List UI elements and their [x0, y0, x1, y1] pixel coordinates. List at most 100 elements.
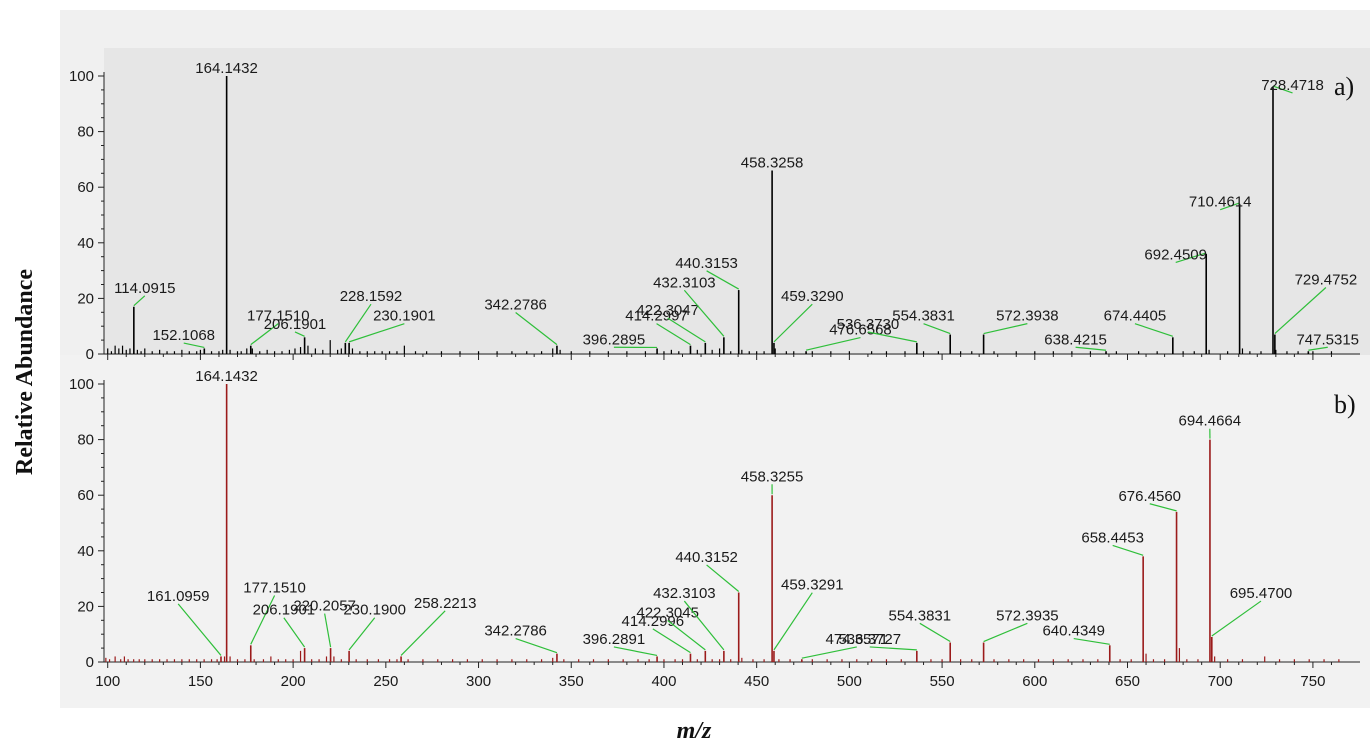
peak-label: 459.3291 — [781, 577, 844, 594]
peak-label: 258.2213 — [414, 595, 477, 612]
y-tick-label: 80 — [77, 432, 94, 449]
x-tick-label: 200 — [281, 673, 306, 690]
x-tick-label: 150 — [188, 673, 213, 690]
peak-leader-line — [1112, 544, 1144, 556]
peak-leader-line — [773, 592, 813, 651]
peak-leader-line — [683, 600, 725, 651]
peak-label: 694.4664 — [1179, 413, 1242, 430]
peak-label: 228.1592 — [340, 288, 403, 305]
peak-leader-line — [667, 317, 706, 343]
peak-label: 459.3290 — [781, 288, 844, 305]
peak-label: 676.4560 — [1118, 488, 1181, 505]
panel-b-background — [60, 355, 1370, 708]
peak-leader-line — [348, 323, 405, 343]
y-tick-label: 0 — [86, 346, 94, 363]
panel-a-tag: a) — [1334, 72, 1354, 101]
peak-label: 230.1900 — [343, 602, 406, 619]
x-tick-label: 500 — [837, 673, 862, 690]
y-tick-label: 100 — [69, 376, 94, 393]
peak-label: 206.1901 — [264, 316, 327, 333]
peak-label: 695.4700 — [1230, 585, 1293, 602]
peak-label: 177.1510 — [243, 580, 306, 597]
peak-label: 638.4215 — [1044, 331, 1107, 348]
panel-b-peaks — [220, 384, 1213, 662]
peak-label: 220.2057 — [293, 598, 356, 615]
x-tick-label: 350 — [559, 673, 584, 690]
y-tick-label: 40 — [77, 235, 94, 252]
x-tick-label: 750 — [1300, 673, 1325, 690]
peak-label: 658.4453 — [1081, 529, 1144, 546]
peak-label: 414.2996 — [622, 613, 685, 630]
peak-leader-line — [667, 620, 706, 651]
x-tick-label: 600 — [1022, 673, 1047, 690]
panel-a-axes: 0 20 40 60 80 100 — [69, 68, 1360, 363]
peak-label: 164.1432 — [195, 368, 258, 385]
x-tick-label: 100 — [95, 673, 120, 690]
panel-b-peak-labels: 161.0959 164.1432 177.1510 206.1901220.2057… — [147, 368, 1293, 659]
peak-label: 440.3152 — [675, 549, 738, 566]
peak-leader-line — [1220, 202, 1240, 211]
x-tick-label: 300 — [466, 673, 491, 690]
peak-label: 674.4405 — [1104, 308, 1167, 325]
x-tick-label: 650 — [1115, 673, 1140, 690]
y-tick-label: 60 — [77, 179, 94, 196]
peak-label: 692.4509 — [1144, 246, 1207, 263]
peak-leader-line — [869, 646, 917, 651]
x-tick-label: 250 — [373, 673, 398, 690]
x-axis-title: m/z — [677, 718, 712, 744]
y-tick-label: 20 — [77, 290, 94, 307]
peak-leader-line — [706, 564, 740, 592]
y-tick-label: 20 — [77, 598, 94, 615]
peak-leader-line — [919, 622, 951, 643]
peak-label: 422.3047 — [636, 302, 699, 319]
peak-label: 164.1432 — [195, 60, 258, 77]
y-axis-title: Relative Abundance — [12, 269, 38, 475]
y-tick-label: 40 — [77, 543, 94, 560]
y-tick-label: 60 — [77, 487, 94, 504]
peak-leader-line — [656, 323, 691, 346]
peak-leader-line — [1272, 85, 1293, 94]
panel-a-peak-labels: 114.0915 152.1068 164.1432 177.1510206.1901… — [114, 60, 1359, 351]
peak-label: 206.1901 — [253, 602, 316, 619]
panel-b-tag: b) — [1334, 390, 1356, 419]
peak-leader-line — [515, 638, 558, 654]
peak-leader-line — [250, 595, 276, 645]
peak-label: 230.1901 — [373, 308, 436, 325]
peak-leader-line — [683, 289, 725, 337]
x-tick-label: 400 — [651, 673, 676, 690]
peak-leader-line — [773, 303, 813, 343]
peak-label: 572.3935 — [996, 607, 1059, 624]
peak-label: 458.3255 — [741, 468, 804, 485]
peak-leader-line — [1274, 287, 1327, 334]
peak-leader-line — [923, 323, 951, 335]
panel-a-peaks — [133, 76, 1310, 354]
peak-leader-line — [177, 603, 222, 656]
peak-label: 422.3045 — [636, 605, 699, 622]
peak-label: 474.3571 — [826, 631, 889, 648]
peak-label: 161.0959 — [147, 588, 210, 605]
panel-a-minor-peaks — [107, 340, 1333, 354]
peak-label: 536.3730 — [837, 316, 900, 333]
peak-leader-line — [983, 622, 1028, 643]
peak-leader-line — [1308, 346, 1328, 351]
panel-b-axes: 0 20 40 60 80 100 100 150 200 250 300 350 400 450 500 5… — [69, 376, 1360, 690]
peak-label: 476.6568 — [829, 322, 892, 339]
peak-label: 432.3103 — [653, 274, 716, 291]
peak-label: 440.3153 — [675, 255, 738, 272]
peak-leader-line — [1075, 346, 1107, 351]
peak-leader-line — [250, 323, 279, 346]
peak-leader-line — [1175, 252, 1207, 264]
peak-label: 342.2786 — [484, 623, 547, 640]
peak-label: 342.2786 — [484, 297, 547, 314]
peak-leader-line — [1134, 323, 1174, 337]
peak-label: 747.5315 — [1296, 331, 1359, 348]
x-tick-label: 550 — [930, 673, 955, 690]
peak-label: 554.3831 — [889, 607, 952, 624]
panel-a-background — [104, 48, 1370, 355]
x-tick-label: 700 — [1208, 673, 1233, 690]
peak-leader-line — [324, 613, 332, 648]
peak-label: 536.3727 — [838, 631, 901, 648]
peak-leader-line — [515, 312, 558, 346]
peak-label: 458.3258 — [741, 155, 804, 172]
